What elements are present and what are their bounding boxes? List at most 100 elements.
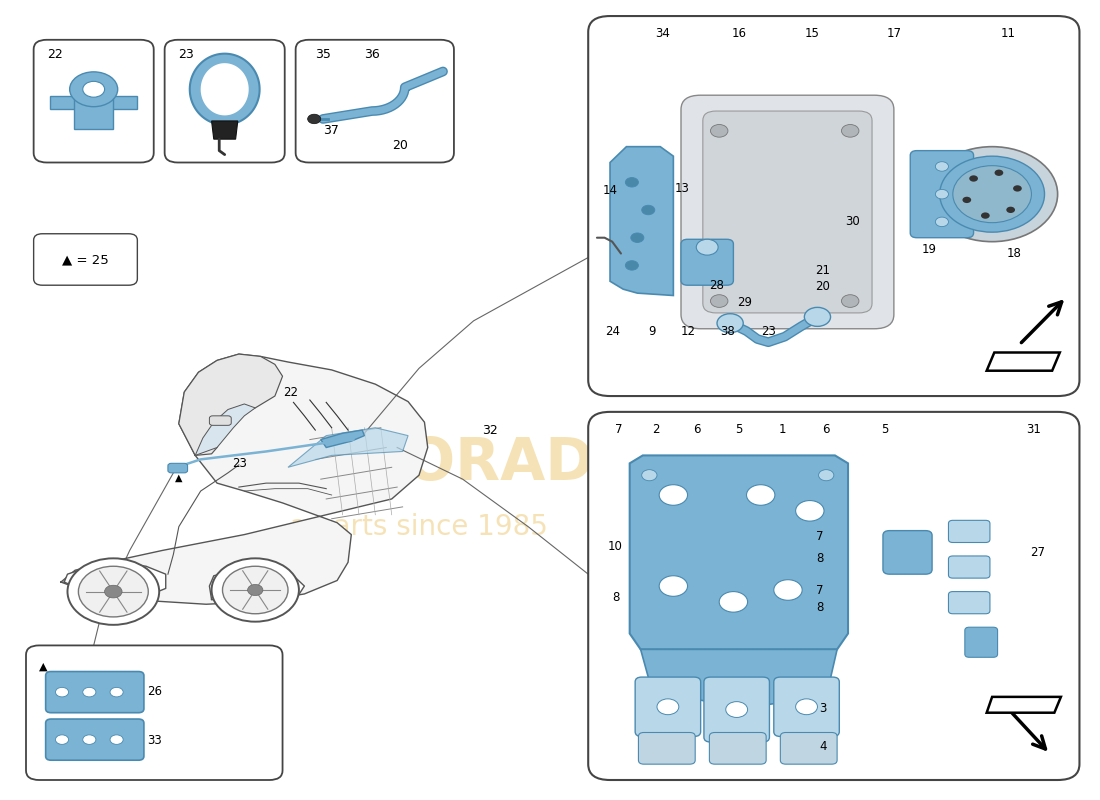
Text: 7: 7 (615, 422, 623, 436)
Polygon shape (195, 404, 255, 455)
Circle shape (939, 156, 1045, 232)
FancyBboxPatch shape (588, 16, 1079, 396)
FancyBboxPatch shape (704, 677, 769, 742)
FancyBboxPatch shape (26, 646, 283, 780)
Circle shape (935, 162, 948, 171)
Circle shape (711, 125, 728, 137)
FancyBboxPatch shape (638, 733, 695, 764)
Text: 15: 15 (804, 27, 820, 40)
Text: 19: 19 (922, 243, 936, 256)
Circle shape (630, 233, 644, 242)
Text: 16: 16 (732, 27, 747, 40)
FancyBboxPatch shape (635, 677, 701, 737)
Text: 11: 11 (1001, 27, 1016, 40)
Text: 35: 35 (316, 48, 331, 61)
Circle shape (625, 178, 638, 187)
Text: 23: 23 (178, 48, 194, 61)
Text: 22: 22 (46, 48, 63, 61)
Text: 26: 26 (147, 685, 163, 698)
Text: 8: 8 (612, 591, 619, 605)
Text: 8: 8 (816, 552, 823, 565)
FancyBboxPatch shape (296, 40, 454, 162)
Text: ELDORADO: ELDORADO (280, 435, 645, 492)
Circle shape (981, 213, 990, 218)
Circle shape (711, 294, 728, 307)
Text: 20: 20 (392, 138, 408, 152)
Text: 34: 34 (654, 27, 670, 40)
Polygon shape (987, 353, 1059, 370)
Text: 7: 7 (816, 530, 824, 542)
Circle shape (657, 699, 679, 714)
Polygon shape (610, 146, 673, 295)
Text: 21: 21 (815, 265, 830, 278)
Polygon shape (640, 650, 837, 709)
Text: 24: 24 (605, 325, 619, 338)
Polygon shape (64, 562, 166, 598)
FancyBboxPatch shape (948, 520, 990, 542)
Text: 22: 22 (283, 386, 298, 398)
FancyBboxPatch shape (910, 150, 974, 238)
FancyBboxPatch shape (588, 412, 1079, 780)
Text: 23: 23 (761, 325, 776, 338)
FancyBboxPatch shape (710, 733, 767, 764)
Circle shape (55, 687, 68, 697)
Circle shape (659, 576, 688, 596)
FancyBboxPatch shape (883, 530, 932, 574)
Text: 36: 36 (364, 48, 381, 61)
Circle shape (78, 566, 148, 617)
Circle shape (953, 166, 1032, 222)
FancyBboxPatch shape (209, 416, 231, 426)
FancyBboxPatch shape (948, 556, 990, 578)
Circle shape (82, 687, 96, 697)
Polygon shape (179, 354, 283, 455)
Circle shape (211, 558, 299, 622)
Text: 12: 12 (681, 325, 696, 338)
FancyBboxPatch shape (681, 95, 894, 329)
Text: 6: 6 (823, 422, 829, 436)
Text: 17: 17 (887, 27, 901, 40)
Polygon shape (200, 63, 249, 115)
Circle shape (1013, 186, 1022, 191)
Text: ▲: ▲ (175, 473, 183, 482)
Text: ▲ = 25: ▲ = 25 (62, 253, 109, 266)
Text: 1: 1 (779, 422, 786, 436)
Circle shape (110, 687, 123, 697)
Circle shape (969, 175, 978, 182)
Circle shape (82, 82, 104, 97)
Polygon shape (987, 697, 1060, 713)
Text: a parts since 1985: a parts since 1985 (290, 513, 548, 541)
Circle shape (994, 170, 1003, 176)
FancyBboxPatch shape (45, 671, 144, 713)
Circle shape (818, 470, 834, 481)
Circle shape (804, 307, 830, 326)
FancyBboxPatch shape (34, 40, 154, 162)
Circle shape (719, 591, 748, 612)
Circle shape (795, 501, 824, 521)
FancyBboxPatch shape (965, 627, 998, 658)
Polygon shape (211, 121, 238, 139)
FancyBboxPatch shape (773, 677, 839, 737)
Polygon shape (209, 570, 305, 604)
Text: 8: 8 (816, 601, 823, 614)
Text: 33: 33 (147, 734, 162, 747)
Text: 9: 9 (648, 325, 656, 338)
Circle shape (842, 125, 859, 137)
Circle shape (696, 239, 718, 255)
Text: 23: 23 (232, 457, 248, 470)
Circle shape (795, 699, 817, 714)
Text: 13: 13 (674, 182, 690, 195)
Text: 31: 31 (1026, 422, 1041, 436)
Text: 2: 2 (652, 422, 660, 436)
Text: 28: 28 (710, 278, 725, 292)
Circle shape (248, 585, 263, 595)
Text: 38: 38 (720, 325, 735, 338)
Circle shape (747, 485, 774, 506)
FancyBboxPatch shape (948, 591, 990, 614)
Text: ▲: ▲ (40, 662, 47, 671)
Circle shape (726, 702, 748, 718)
Circle shape (641, 206, 654, 214)
Circle shape (935, 190, 948, 199)
Circle shape (641, 470, 657, 481)
Circle shape (935, 217, 948, 226)
Polygon shape (321, 430, 364, 447)
